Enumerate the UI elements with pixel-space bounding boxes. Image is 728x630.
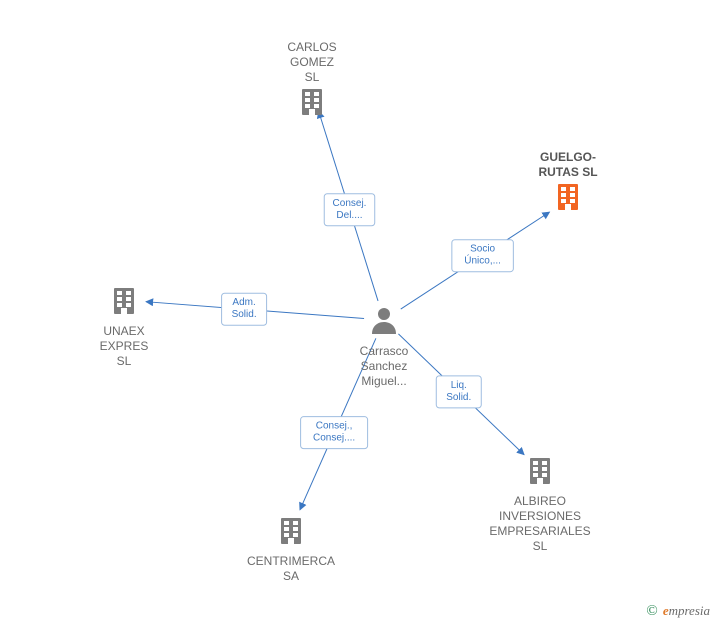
edge-label[interactable]: Consej.,Consej.... [301, 417, 368, 449]
svg-text:Del....: Del.... [336, 210, 362, 221]
svg-text:Único,...: Único,... [464, 254, 501, 267]
edge-label[interactable]: Adm.Solid. [222, 293, 267, 325]
company-node-centri[interactable]: CENTRIMERCA SA [242, 514, 341, 584]
node-label: GUELGO- RUTAS SL [538, 150, 597, 179]
center-person-node[interactable]: Carrasco Sanchez Miguel... [351, 304, 418, 389]
brand-rest: mpresia [669, 603, 710, 618]
company-node-guelgo[interactable]: GUELGO- RUTAS SL [538, 150, 598, 220]
svg-text:Solid.: Solid. [446, 392, 471, 403]
company-node-carlos[interactable]: CARLOS GOMEZ SL [282, 40, 342, 125]
svg-text:Socio: Socio [470, 244, 495, 255]
company-node-unaex[interactable]: UNAEX EXPRES SL [91, 284, 158, 369]
node-label: CENTRIMERCA SA [247, 554, 335, 583]
node-label: CARLOS GOMEZ SL [287, 40, 336, 84]
svg-text:Solid.: Solid. [232, 309, 257, 320]
company-node-albireo[interactable]: ALBIREO INVERSIONES EMPRESARIALES SL [484, 454, 596, 554]
svg-text:Liq.: Liq. [451, 380, 467, 391]
copyright-symbol: © [646, 603, 657, 619]
brand-mark: © empresia [646, 603, 710, 620]
edge-label[interactable]: Consej.Del.... [324, 194, 375, 226]
svg-text:Consej.,: Consej., [316, 421, 353, 432]
diagram-stage: Consej.Del....SocioÚnico,...Liq.Solid.Co… [0, 0, 728, 630]
svg-text:Consej....: Consej.... [313, 433, 355, 444]
building-icon [484, 454, 596, 490]
building-icon [242, 514, 341, 550]
edge-label[interactable]: SocioÚnico,... [452, 240, 514, 272]
svg-text:Adm.: Adm. [232, 297, 255, 308]
building-icon [538, 180, 598, 216]
node-label: UNAEX EXPRES SL [100, 324, 149, 368]
svg-text:Consej.: Consej. [333, 198, 367, 209]
building-icon [91, 284, 158, 320]
edge-label[interactable]: Liq.Solid. [436, 376, 481, 408]
person-icon [351, 304, 418, 340]
node-label: ALBIREO INVERSIONES EMPRESARIALES SL [489, 494, 590, 553]
building-icon [282, 85, 342, 121]
node-label: Carrasco Sanchez Miguel... [360, 344, 409, 388]
